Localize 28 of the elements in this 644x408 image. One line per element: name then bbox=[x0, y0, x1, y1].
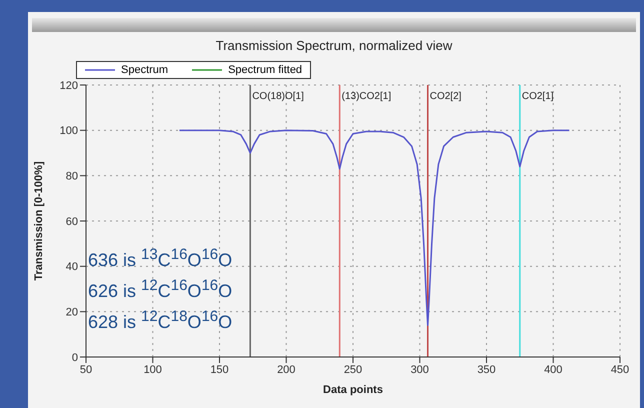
ref-line-label: (13)CO2[1] bbox=[342, 91, 392, 102]
x-tick-label: 300 bbox=[410, 364, 429, 376]
y-tick-label: 0 bbox=[72, 352, 78, 364]
chart-title: Transmission Spectrum, normalized view bbox=[214, 38, 454, 53]
x-tick-label: 100 bbox=[144, 364, 162, 376]
x-tick-label: 50 bbox=[80, 364, 92, 376]
y-tick-label: 60 bbox=[66, 216, 78, 228]
legend-label: Spectrum fitted bbox=[227, 64, 302, 76]
y-tick-label: 40 bbox=[66, 261, 78, 274]
x-axis-title: Data points bbox=[323, 384, 383, 396]
x-tick-label: 200 bbox=[277, 364, 296, 376]
ref-line-label: CO(18)O[1] bbox=[252, 91, 304, 102]
x-tick-label: 450 bbox=[610, 364, 630, 376]
ref-line-label: CO2[1] bbox=[522, 91, 554, 102]
y-tick-label: 20 bbox=[66, 306, 78, 319]
legend-label: Spectrum bbox=[120, 64, 168, 76]
ref-line-label: CO2[2] bbox=[430, 91, 462, 102]
x-tick-label: 400 bbox=[544, 364, 562, 376]
y-tick-label: 120 bbox=[60, 80, 78, 92]
annotation: 628 is $^{12}$C$^{18}$O$^{16}$O bbox=[88, 307, 232, 334]
annotation: 626 is $^{12}$C$^{16}$O$^{16}$O bbox=[88, 276, 232, 303]
y-tick-label: 80 bbox=[66, 170, 78, 183]
x-tick-label: 350 bbox=[477, 364, 496, 376]
y-axis-title: Transmission [0-100%] bbox=[32, 161, 45, 281]
x-tick-label: 150 bbox=[210, 364, 229, 376]
y-tick-label: 100 bbox=[60, 125, 78, 138]
x-tick-label: 250 bbox=[344, 364, 362, 376]
annotation: 636 is $^{13}$C$^{16}$O$^{16}$O bbox=[88, 245, 232, 272]
